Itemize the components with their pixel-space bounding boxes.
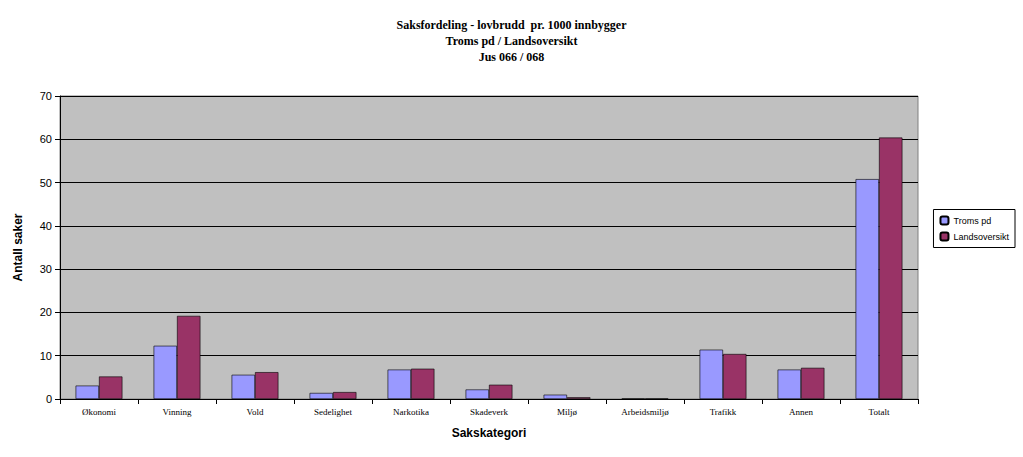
svg-text:Skadeverk: Skadeverk bbox=[470, 407, 508, 417]
svg-text:40: 40 bbox=[40, 220, 52, 232]
svg-text:20: 20 bbox=[40, 306, 52, 318]
svg-text:Arbeidsmiljø: Arbeidsmiljø bbox=[621, 407, 669, 417]
svg-text:Saksfordeling - lovbrudd pr.: Saksfordeling - lovbrudd pr. 1000 innbyg… bbox=[397, 18, 628, 32]
svg-text:10: 10 bbox=[40, 350, 52, 362]
svg-text:Troms pd / Landsoversikt: Troms pd / Landsoversikt bbox=[446, 34, 578, 48]
svg-text:70: 70 bbox=[40, 90, 52, 102]
svg-text:Troms pd: Troms pd bbox=[953, 216, 991, 226]
svg-text:Sedelighet: Sedelighet bbox=[314, 407, 352, 417]
svg-text:Antall saker: Antall saker bbox=[11, 213, 25, 281]
svg-text:0: 0 bbox=[46, 393, 52, 405]
svg-text:Sakskategori: Sakskategori bbox=[452, 426, 527, 440]
svg-text:Jus 066 / 068: Jus 066 / 068 bbox=[479, 50, 545, 64]
svg-text:Totalt: Totalt bbox=[869, 407, 890, 417]
svg-text:Trafikk: Trafikk bbox=[710, 407, 737, 417]
svg-text:Landsoversikt: Landsoversikt bbox=[953, 232, 1009, 242]
svg-text:Miljø: Miljø bbox=[557, 407, 578, 417]
svg-text:Vold: Vold bbox=[247, 407, 264, 417]
svg-text:50: 50 bbox=[40, 177, 52, 189]
svg-text:60: 60 bbox=[40, 133, 52, 145]
svg-text:Annen: Annen bbox=[789, 407, 813, 417]
svg-text:30: 30 bbox=[40, 263, 52, 275]
svg-text:Vinning: Vinning bbox=[163, 407, 192, 417]
svg-text:Narkotika: Narkotika bbox=[393, 407, 429, 417]
svg-text:Økonomi: Økonomi bbox=[82, 407, 117, 417]
